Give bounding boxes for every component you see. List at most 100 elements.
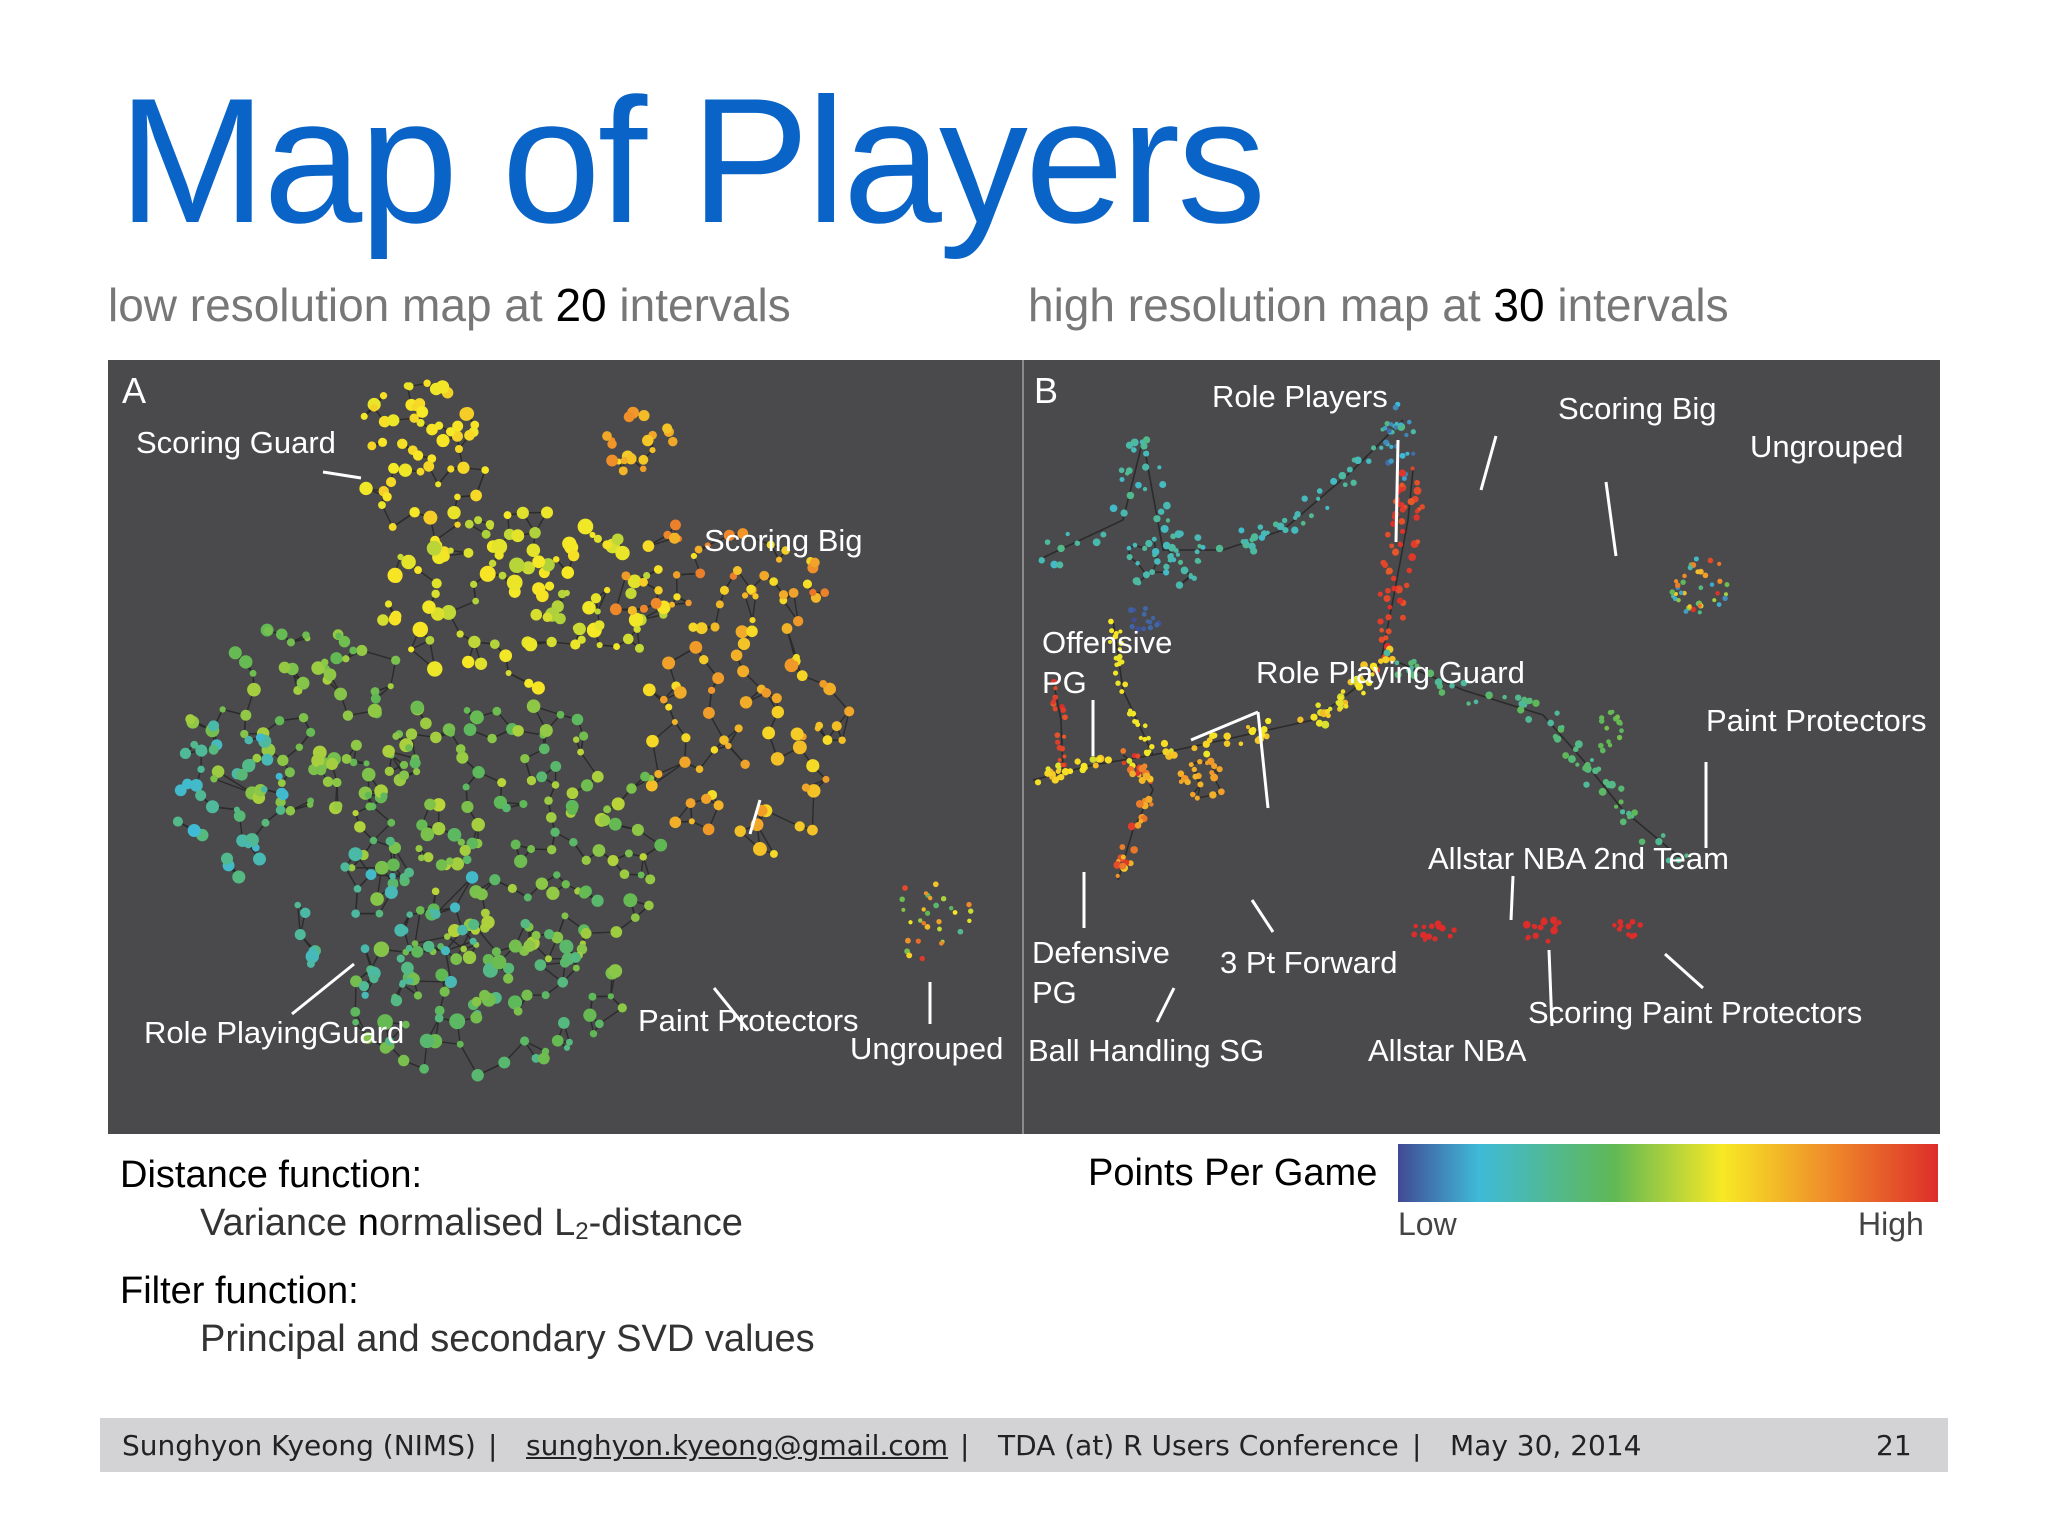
network-node bbox=[491, 947, 501, 957]
network-node bbox=[1142, 606, 1148, 612]
network-node bbox=[1532, 924, 1538, 930]
network-node bbox=[447, 505, 461, 520]
network-node bbox=[492, 706, 502, 716]
network-node bbox=[759, 570, 770, 581]
network-node bbox=[305, 949, 320, 964]
network-node bbox=[513, 1006, 523, 1016]
network-node bbox=[1514, 694, 1522, 701]
network-node bbox=[822, 775, 830, 783]
network-node bbox=[1119, 844, 1126, 850]
network-node bbox=[360, 412, 368, 420]
network-node bbox=[520, 753, 530, 764]
network-node bbox=[447, 827, 462, 842]
network-node bbox=[342, 710, 354, 721]
network-node bbox=[638, 409, 650, 422]
network-node bbox=[174, 784, 187, 797]
network-node bbox=[240, 709, 252, 721]
label-b-allstar-nba: Allstar NBA bbox=[1368, 1033, 1527, 1068]
network-node bbox=[1132, 577, 1141, 586]
network-node bbox=[466, 837, 479, 850]
network-node bbox=[195, 744, 208, 757]
network-node bbox=[1382, 561, 1389, 569]
network-node bbox=[502, 962, 515, 974]
network-node bbox=[547, 845, 557, 855]
network-node bbox=[1134, 770, 1141, 777]
network-node bbox=[494, 550, 504, 560]
network-node bbox=[650, 597, 662, 609]
label-leader-line bbox=[1547, 949, 1554, 1027]
network-node bbox=[646, 734, 659, 748]
network-node bbox=[1338, 695, 1343, 701]
network-edge bbox=[651, 761, 686, 787]
network-node bbox=[401, 961, 414, 975]
network-node bbox=[1387, 604, 1393, 610]
network-node bbox=[771, 693, 782, 704]
network-node bbox=[1301, 495, 1308, 502]
network-node bbox=[298, 712, 309, 723]
network-node bbox=[1426, 669, 1435, 678]
network-node bbox=[284, 767, 295, 778]
network-node bbox=[1552, 733, 1559, 740]
colorbar-gradient bbox=[1398, 1144, 1938, 1202]
network-node bbox=[556, 710, 565, 719]
network-node bbox=[809, 588, 817, 597]
network-node bbox=[1292, 515, 1298, 521]
network-node bbox=[397, 553, 404, 561]
network-node bbox=[1135, 722, 1141, 728]
network-edge bbox=[751, 596, 757, 621]
network-node bbox=[377, 1014, 393, 1030]
network-node bbox=[1245, 724, 1251, 730]
network-node bbox=[1131, 617, 1137, 623]
network-node bbox=[642, 434, 654, 447]
network-node bbox=[365, 802, 374, 811]
network-node bbox=[1162, 748, 1170, 756]
network-node bbox=[463, 547, 474, 558]
network-node bbox=[609, 603, 622, 616]
network-node bbox=[1281, 517, 1288, 524]
network-node bbox=[1052, 706, 1058, 712]
network-node bbox=[397, 1054, 410, 1067]
label-leader-line bbox=[1509, 875, 1515, 921]
network-node bbox=[507, 995, 523, 1010]
network-node bbox=[806, 784, 821, 798]
network-node bbox=[557, 976, 569, 988]
network-node bbox=[1559, 724, 1565, 730]
label-b-offensive-pg-line2: PG bbox=[1042, 665, 1087, 700]
network-node bbox=[242, 758, 256, 773]
network-node bbox=[607, 439, 617, 449]
network-node bbox=[624, 849, 633, 858]
network-node bbox=[623, 893, 638, 908]
network-node bbox=[1119, 476, 1125, 483]
network-node bbox=[1382, 656, 1390, 664]
network-node bbox=[370, 404, 378, 412]
network-node bbox=[434, 1013, 444, 1023]
network-node bbox=[640, 771, 651, 782]
network-node bbox=[1473, 699, 1479, 705]
network-node bbox=[190, 740, 199, 749]
network-node bbox=[370, 687, 380, 696]
network-node bbox=[361, 767, 376, 782]
network-node bbox=[481, 915, 495, 929]
network-node bbox=[1157, 465, 1162, 470]
network-node bbox=[781, 546, 790, 555]
network-node bbox=[710, 746, 719, 754]
footer-author: Sunghyon Kyeong (NIMS) bbox=[122, 1429, 476, 1462]
network-node bbox=[1383, 635, 1389, 641]
network-node bbox=[1707, 557, 1714, 564]
network-node bbox=[1142, 723, 1148, 729]
network-node bbox=[435, 481, 442, 488]
network-node bbox=[412, 450, 424, 461]
network-node bbox=[211, 765, 225, 778]
network-node bbox=[626, 783, 637, 794]
network-node bbox=[1562, 752, 1570, 759]
network-node bbox=[348, 864, 356, 872]
network-node bbox=[1669, 589, 1676, 595]
network-node bbox=[460, 945, 467, 953]
network-node bbox=[416, 418, 425, 427]
network-node bbox=[739, 696, 753, 709]
network-node bbox=[1550, 916, 1558, 924]
network-node bbox=[498, 571, 507, 580]
network-node bbox=[1065, 531, 1070, 537]
footer-email-link[interactable]: sunghyon.kyeong@gmail.com bbox=[526, 1429, 949, 1462]
network-edge bbox=[414, 910, 421, 944]
